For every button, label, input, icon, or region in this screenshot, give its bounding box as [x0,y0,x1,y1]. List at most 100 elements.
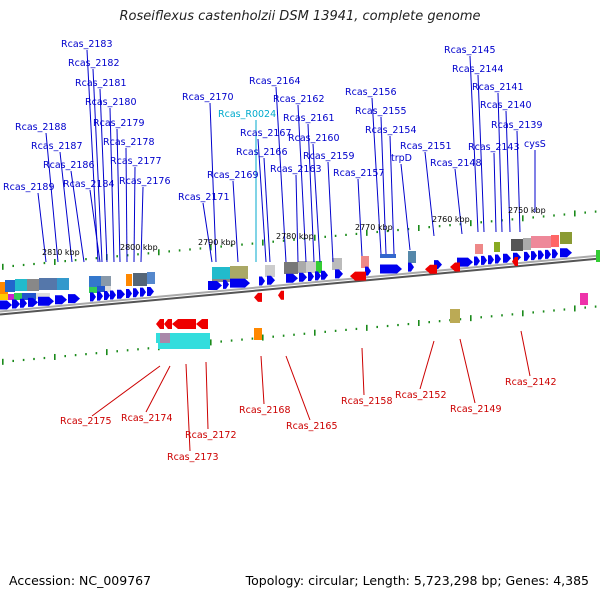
gene-label: Rcas_2159 [303,151,355,162]
feature-box [212,267,230,281]
gene-labels: Rcas_2189 Rcas_2188 Rcas_2187 Rcas_2186 Rcas… [3,39,557,463]
lower-tick [594,305,597,308]
leader-line [297,104,307,263]
leader-line [285,355,311,421]
feature-box [212,279,230,282]
forward-gene-arrow [538,250,544,260]
lower-tick [126,349,129,352]
leader-line [125,147,128,263]
feature-box [408,251,416,263]
gene-label: Rcas_2152 [395,390,447,401]
feature-box [15,279,27,291]
lower-tick [574,305,576,312]
forward-gene-arrow [230,278,250,288]
gene-label: Rcas_2145 [444,45,496,56]
feature-box [551,235,559,247]
gene-label: Rcas_2174 [121,413,173,424]
upper-tick [43,261,46,265]
genome-summary-text: Topology: circular; Length: 5,723,298 bp… [245,573,589,588]
gene-label: Rcas_2149 [450,404,502,415]
reverse-gene-arrow [350,271,366,281]
leader-line [257,138,267,263]
lower-tick [85,353,87,356]
upper-tick [334,234,337,237]
feature-box [5,280,15,292]
upper-tick [553,214,555,217]
reverse-gene-arrow [512,256,518,266]
upper-tick [74,259,77,262]
feature-box [126,274,132,286]
upper-tick [314,234,316,241]
lower-tick [407,322,410,326]
upper-tick [54,258,56,265]
leader-line [140,186,144,263]
gene-label: Rcas_2178 [103,137,155,148]
forward-gene-arrow [259,276,265,286]
gene-label: Rcas_2177 [110,156,162,167]
feature-boxes [0,232,600,349]
gene-label: Rcas_2179 [93,118,145,129]
forward-gene-arrow [90,292,96,302]
upper-tick [324,235,326,238]
gene-arrows [0,248,572,329]
forward-gene-arrow [117,289,125,299]
upper-tick [147,252,150,255]
lower-tick [262,334,264,341]
lower-tick [241,338,243,341]
leader-line [275,86,287,263]
upper-tick [272,240,274,243]
forward-gene-arrow [55,295,67,305]
forward-gene-arrow [321,270,328,280]
forward-gene-arrow [531,251,537,261]
upper-tick [64,259,66,263]
upper-tick [189,248,191,251]
upper-tick [95,257,98,260]
leader-line [45,132,59,263]
feature-box [156,333,210,343]
upper-tick [220,245,222,248]
lower-tick [12,359,14,363]
leader-line [133,166,136,263]
lower-tick [22,358,25,362]
upper-tick [199,247,202,250]
upper-tick [345,233,347,236]
forward-gene-arrow [20,298,27,308]
lower-tick [470,315,472,322]
leader-line [295,174,299,263]
leader-line [232,180,239,263]
forward-gene-arrow [223,279,229,289]
leader-line [469,55,479,233]
leader-line [109,107,115,263]
reverse-gene-arrow [450,262,460,272]
upper-tick [168,250,170,253]
leader-line [312,143,321,263]
feature-box [361,256,369,268]
lower-tick [397,323,399,327]
gene-label: Rcas_2154 [365,125,417,136]
leader-line [185,363,191,452]
leader-line [145,365,171,413]
leader-line [116,128,121,263]
lower-tick [324,330,326,333]
gene-label: Rcas_2170 [182,92,234,103]
lower-tick [376,325,378,329]
feature-box [89,276,101,288]
lower-tick [511,313,514,316]
leader-line [357,178,363,257]
gene-label: Rcas_2160 [288,133,340,144]
feature-box [8,294,14,300]
lower-tick [64,354,66,358]
scale-label: 2800 kbp [120,243,158,252]
upper-tick [158,249,160,256]
leader-line [209,102,217,263]
upper-tick [22,263,25,267]
gene-label: Rcas_2158 [341,396,393,407]
leader-line [260,355,265,405]
gene-label: Rcas_2140 [480,100,532,111]
gene-label: Rcas_2157 [333,168,385,179]
upper-tick [480,221,482,224]
lower-tick [418,320,420,327]
upper-tick [574,210,576,217]
gene-label: Rcas_2189 [3,182,55,193]
